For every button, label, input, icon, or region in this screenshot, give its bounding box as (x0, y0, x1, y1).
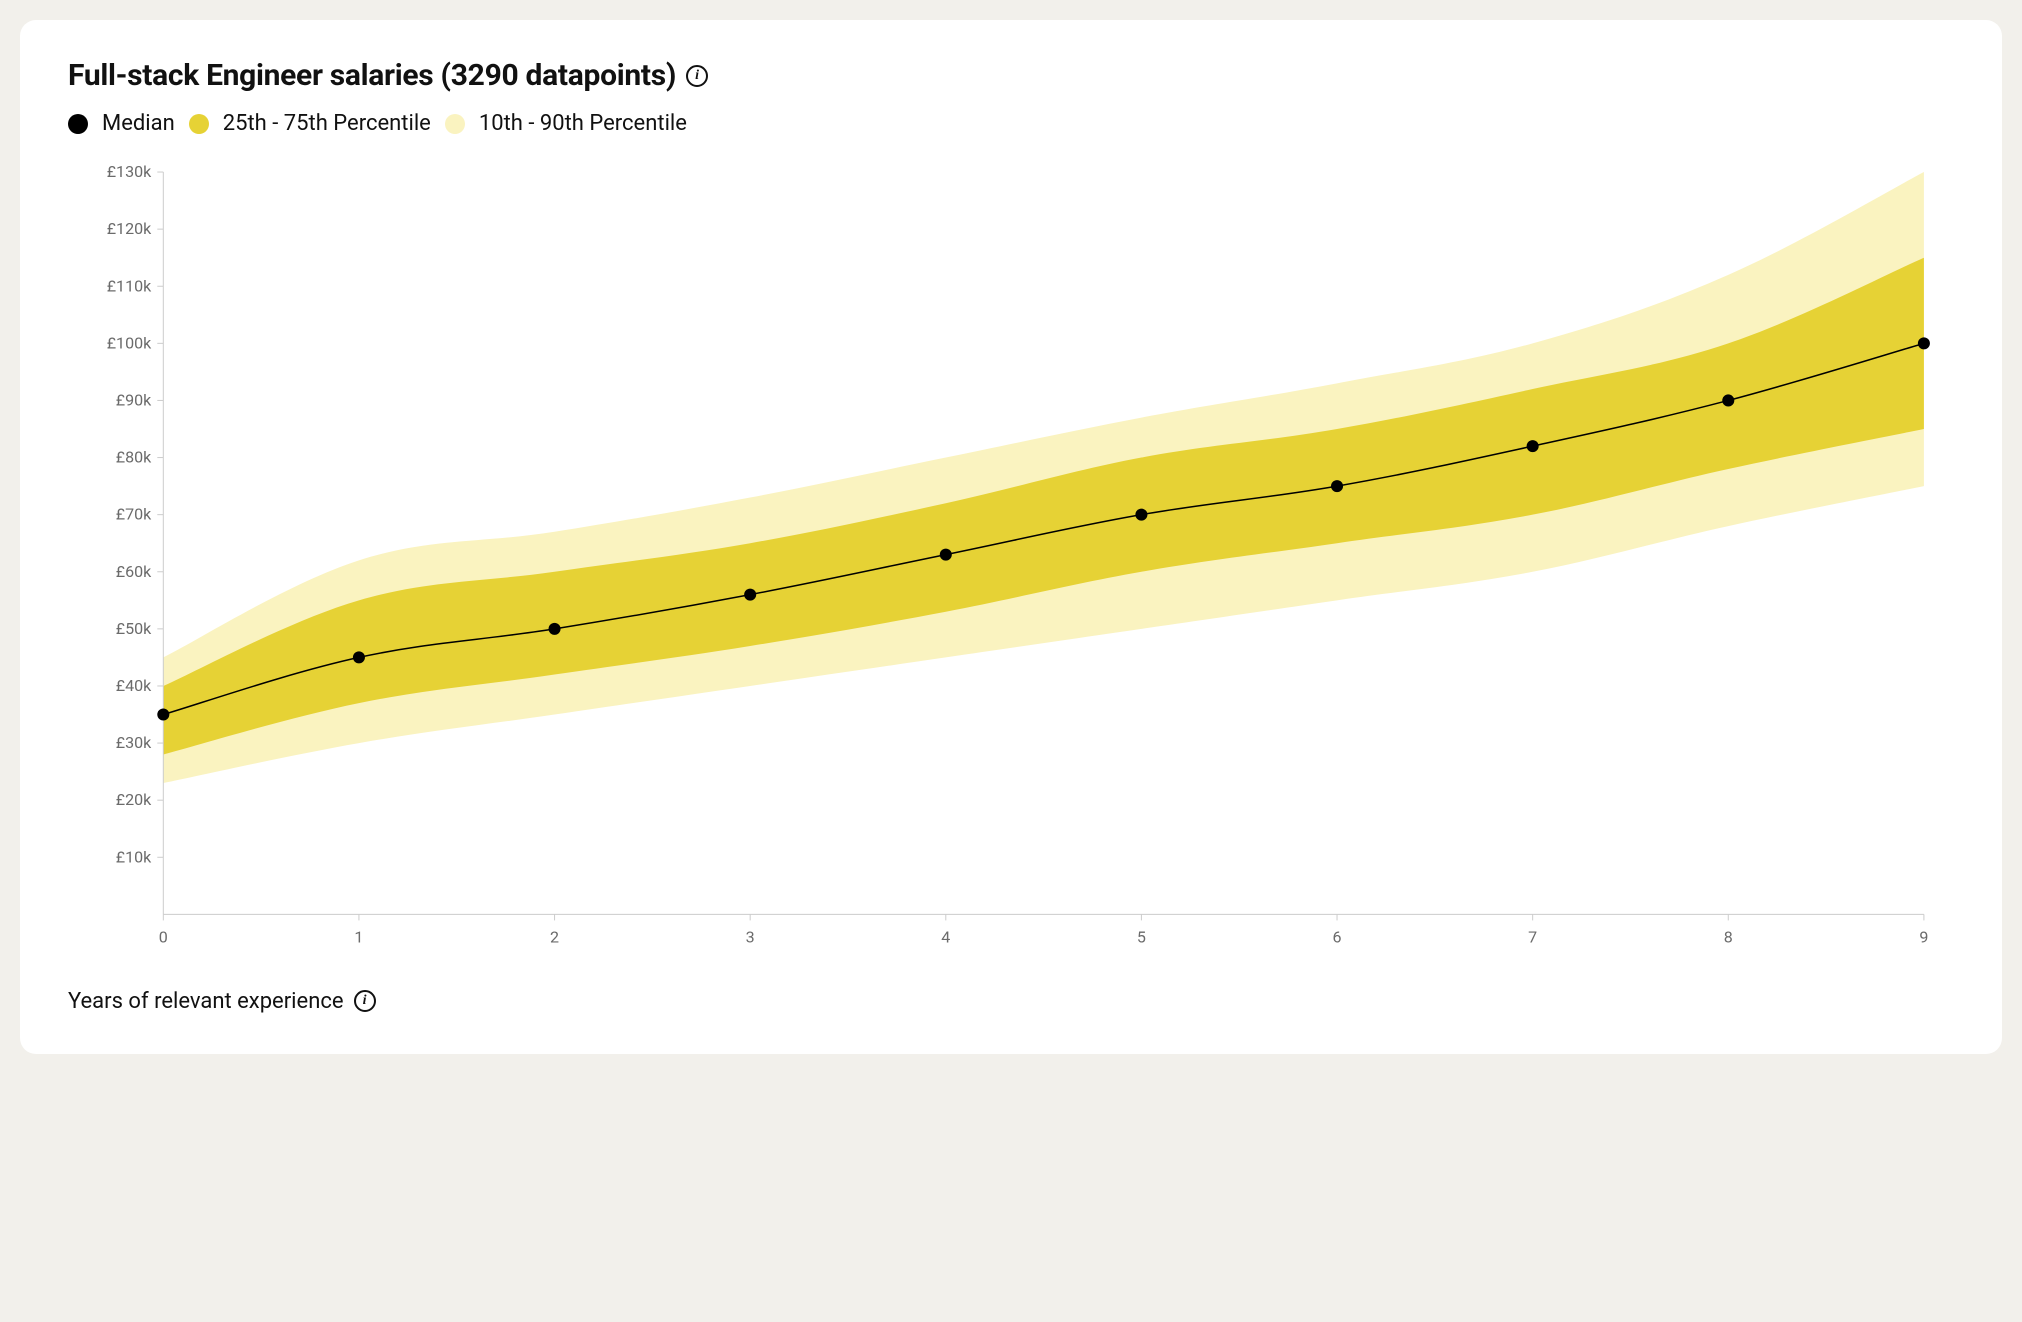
chart-title: Full-stack Engineer salaries (3290 datap… (68, 58, 676, 93)
x-tick-label: 0 (159, 927, 168, 946)
x-tick-label: 4 (941, 927, 950, 946)
y-tick-label: £40k (116, 676, 152, 695)
y-tick-label: £100k (107, 333, 152, 352)
y-tick-label: £80k (116, 448, 152, 467)
salary-chart-svg: £10k £20k £30k £40k £50k £60k £70k £80k £90k £100… (68, 162, 1954, 965)
legend: Median 25th - 75th Percentile 10th - 90t… (68, 111, 1954, 136)
x-axis-caption: Years of relevant experience (68, 989, 344, 1014)
legend-label-p25-75: 25th - 75th Percentile (223, 111, 431, 136)
median-marker (1527, 440, 1539, 452)
legend-swatch-p10-90 (445, 114, 465, 134)
median-marker (1918, 337, 1930, 349)
median-marker (549, 623, 561, 635)
median-marker (1331, 480, 1343, 492)
y-tick-label: £60k (116, 562, 152, 581)
x-tick-label: 2 (550, 927, 559, 946)
median-marker (744, 589, 756, 601)
info-icon[interactable]: i (686, 65, 708, 87)
legend-swatch-p25-75 (189, 114, 209, 134)
x-tick-label: 3 (746, 927, 755, 946)
y-tick-label: £130k (107, 162, 152, 181)
x-axis-caption-row: Years of relevant experience i (68, 989, 1954, 1014)
legend-swatch-median (68, 114, 88, 134)
y-tick-label: £20k (116, 790, 152, 809)
x-tick-label: 5 (1137, 927, 1146, 946)
info-icon[interactable]: i (354, 990, 376, 1012)
y-tick-label: £90k (116, 390, 152, 409)
y-tick-label: £50k (116, 619, 152, 638)
median-marker (1722, 394, 1734, 406)
median-marker (157, 709, 169, 721)
chart-area: £10k £20k £30k £40k £50k £60k £70k £80k £90k £100… (68, 162, 1954, 969)
y-tick-label: £10k (116, 847, 152, 866)
legend-label-median: Median (102, 111, 175, 136)
x-tick-label: 7 (1528, 927, 1537, 946)
y-tick-label: £110k (107, 276, 152, 295)
x-tick-label: 6 (1333, 927, 1342, 946)
median-marker (940, 549, 952, 561)
legend-label-p10-90: 10th - 90th Percentile (479, 111, 687, 136)
x-tick-label: 8 (1724, 927, 1733, 946)
median-marker (353, 651, 365, 663)
title-row: Full-stack Engineer salaries (3290 datap… (68, 58, 1954, 93)
y-tick-label: £30k (116, 733, 152, 752)
x-tick-label: 1 (354, 927, 363, 946)
chart-card: Full-stack Engineer salaries (3290 datap… (20, 20, 2002, 1054)
median-marker (1135, 509, 1147, 521)
y-tick-label: £70k (116, 505, 152, 524)
x-tick-label: 9 (1919, 927, 1928, 946)
y-tick-label: £120k (107, 219, 152, 238)
